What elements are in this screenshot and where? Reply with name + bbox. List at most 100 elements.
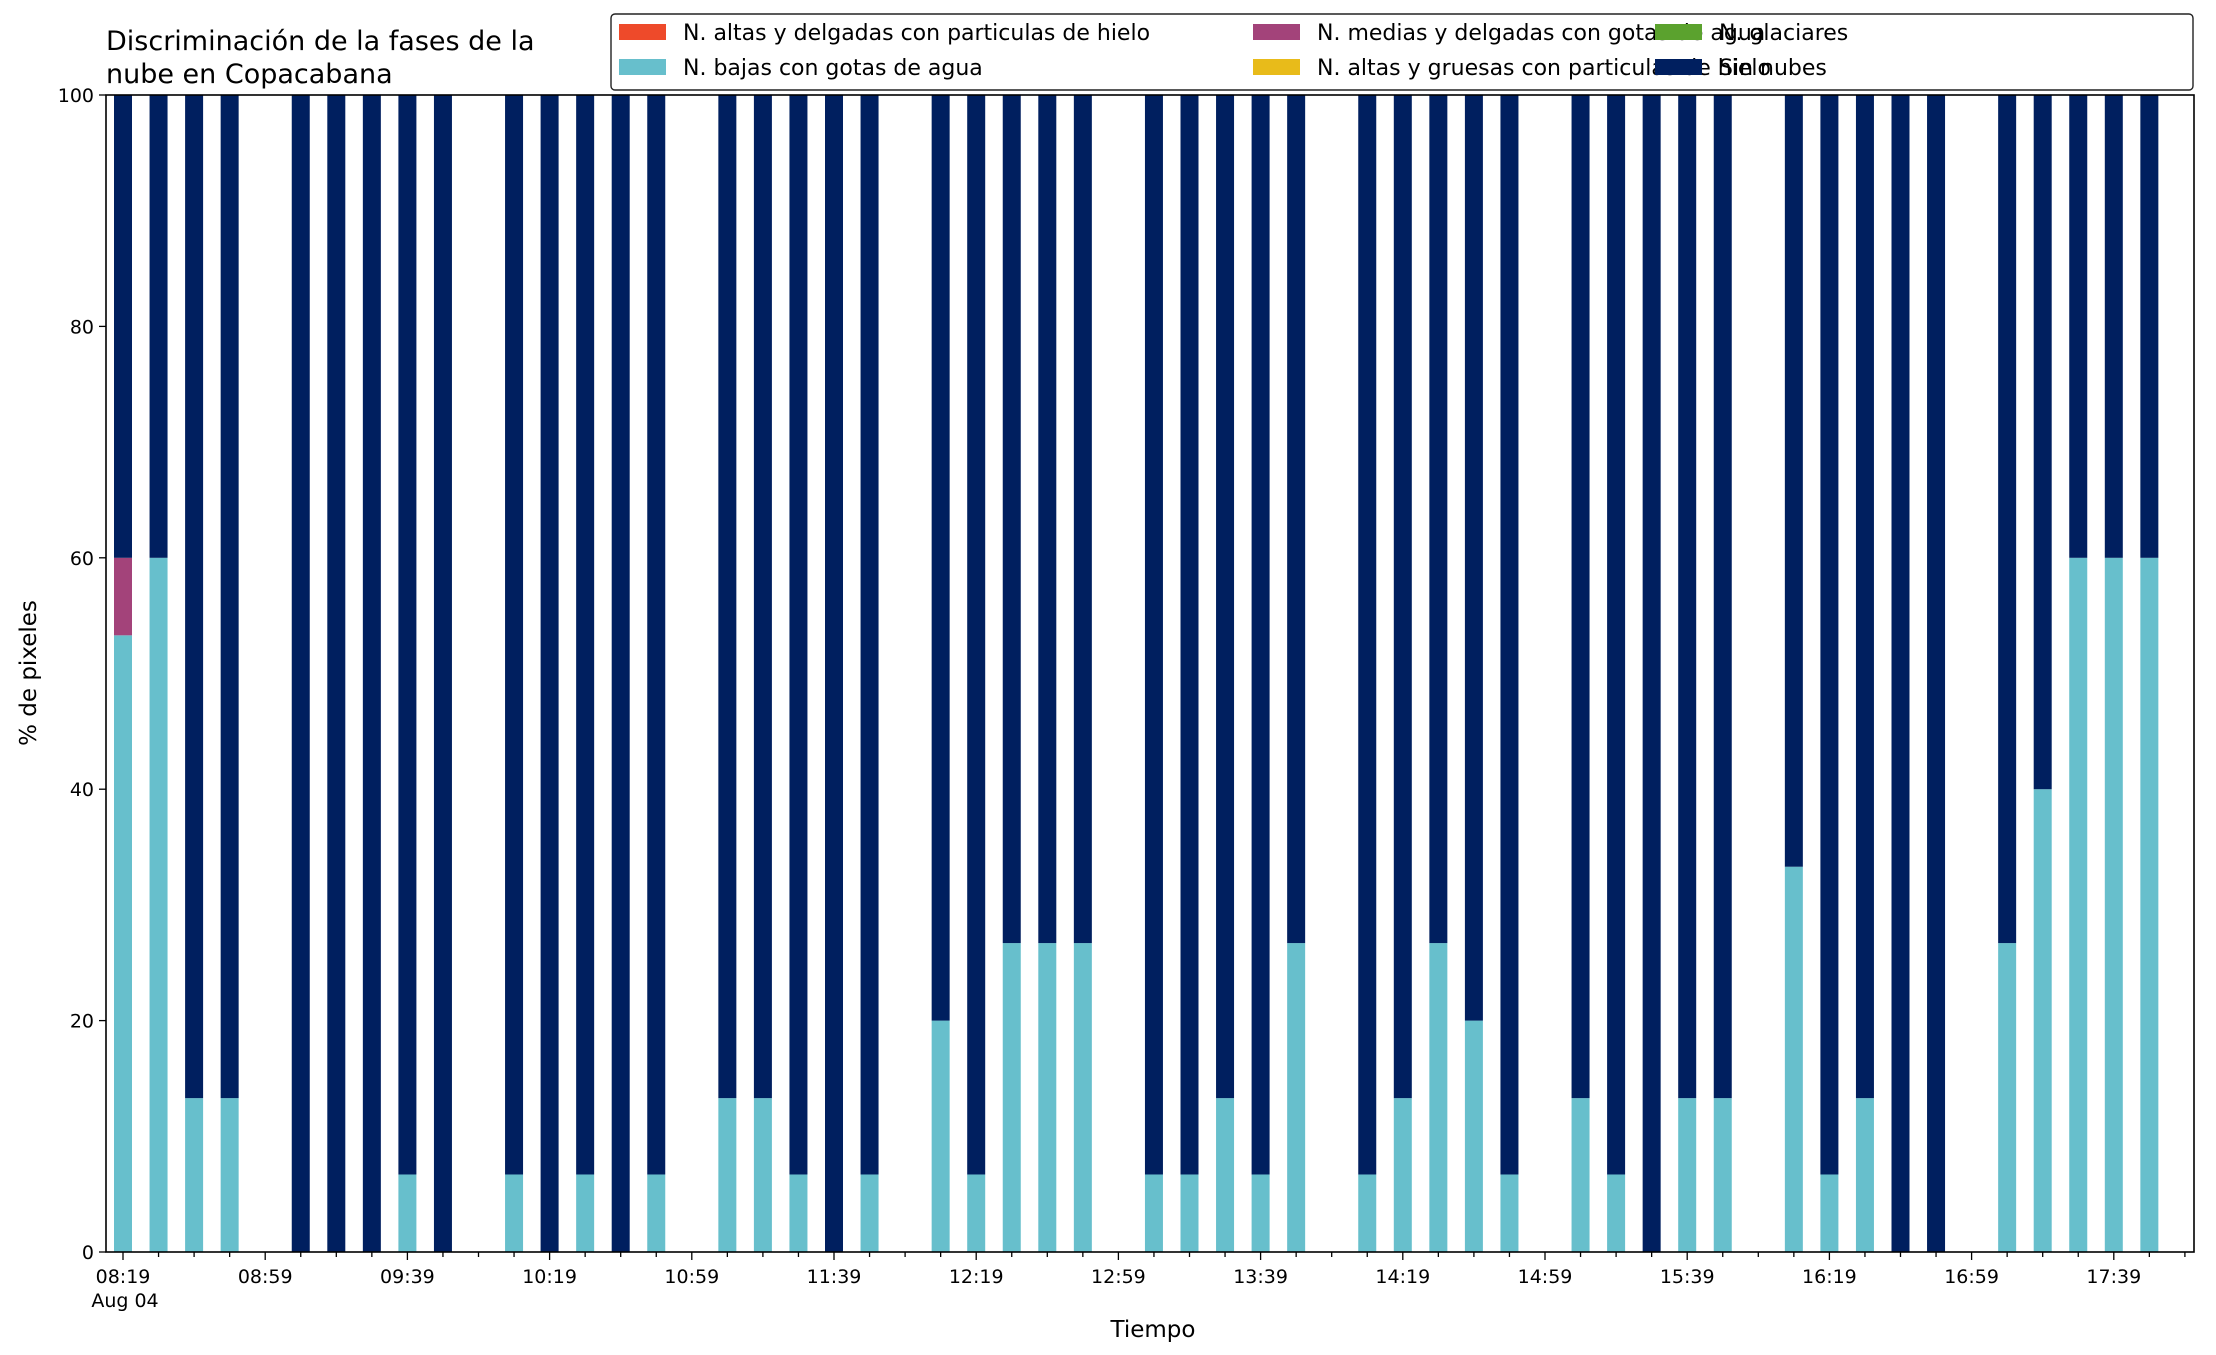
bar-segment-sin-nubes [149, 95, 168, 558]
bar-segment-sin-nubes [1180, 95, 1199, 1175]
x-axis-ticks: 08:19 08:59 09:39 10:19 10:59 11:39 12:19 12:59… [96, 1252, 2186, 1288]
bar-segment-bajas [860, 1174, 879, 1252]
x-tick-label: 10:59 [664, 1266, 719, 1288]
bar-segment-sin-nubes [1216, 95, 1235, 1099]
bar-segment-sin-nubes [1358, 95, 1377, 1175]
bars-group [114, 95, 2159, 1252]
x-tick-label: 09:39 [380, 1266, 435, 1288]
legend-label: N. altas y gruesas con particulas de hie… [1317, 56, 1771, 81]
y-tick-label: 80 [70, 316, 94, 338]
legend-swatch [1655, 24, 1702, 40]
bar-segment-sin-nubes [505, 95, 524, 1175]
bar-segment-sin-nubes [1287, 95, 1306, 944]
x-tick-label: 14:19 [1375, 1266, 1430, 1288]
bar-segment-sin-nubes [753, 95, 772, 1099]
bar-segment-bajas [1571, 1098, 1590, 1252]
bar-segment-sin-nubes [1251, 95, 1270, 1175]
x-tick-label: 10:19 [522, 1266, 577, 1288]
bar-segment-sin-nubes [1713, 95, 1732, 1099]
legend-label: N. bajas con gotas de agua [683, 56, 983, 81]
bar-segment-bajas [398, 1174, 417, 1252]
legend-frame [610, 13, 2194, 91]
bar-segment-bajas [1002, 943, 1021, 1252]
bar-segment-bajas [1713, 1098, 1732, 1252]
bar-segment-bajas [576, 1174, 595, 1252]
y-tick-label: 100 [58, 85, 94, 107]
x-tick-label: 17:39 [2086, 1266, 2141, 1288]
bar-segment-sin-nubes [967, 95, 986, 1175]
bar-segment-sin-nubes [1607, 95, 1626, 1175]
bar-segment-bajas [185, 1098, 204, 1252]
x-tick-label: 08:59 [238, 1266, 293, 1288]
bar-segment-bajas [2104, 557, 2123, 1252]
chart-title-line-1: Discriminación de la fases de la [106, 26, 535, 57]
bar-segment-bajas [2069, 557, 2088, 1252]
bar-segment-sin-nubes [1998, 95, 2017, 944]
y-axis-label: % de pixeles [16, 600, 42, 746]
bar-segment-bajas [1073, 943, 1092, 1252]
bar-segment-sin-nubes [718, 95, 737, 1099]
bar-segment-sin-nubes [1855, 95, 1874, 1099]
bar-segment-sin-nubes [860, 95, 879, 1175]
y-tick-label: 60 [70, 548, 94, 570]
bar-segment-sin-nubes [1891, 95, 1910, 1252]
legend-swatch [619, 59, 666, 75]
bar-segment-sin-nubes [1144, 95, 1163, 1175]
bar-segment-bajas [967, 1174, 986, 1252]
bar-segment-bajas [718, 1098, 737, 1252]
x-tick-label: 16:59 [1944, 1266, 1999, 1288]
bar-segment-sin-nubes [1642, 95, 1661, 1252]
x-tick-label: 13:39 [1233, 1266, 1288, 1288]
bar-segment-bajas [1998, 943, 2017, 1252]
bar-segment-sin-nubes [2033, 95, 2052, 790]
bar-segment-sin-nubes [1002, 95, 1021, 944]
bar-segment-sin-nubes [2069, 95, 2088, 558]
bar-segment-sin-nubes [220, 95, 239, 1099]
bar-segment-bajas [149, 557, 168, 1252]
legend-label: N. altas y delgadas con particulas de hi… [683, 21, 1150, 46]
x-tick-label: 11:39 [807, 1266, 862, 1288]
x-tick-label: 12:59 [1091, 1266, 1146, 1288]
bar-segment-bajas [1464, 1020, 1483, 1252]
legend-swatch [1253, 24, 1300, 40]
bar-segment-bajas [2033, 789, 2052, 1252]
x-tick-label: 16:19 [1802, 1266, 1857, 1288]
legend-label: Sin nubes [1719, 56, 1827, 81]
bar-segment-bajas [1500, 1174, 1519, 1252]
bar-segment-sin-nubes [931, 95, 950, 1021]
bar-segment-bajas [1820, 1174, 1839, 1252]
legend-swatch [1655, 59, 1702, 75]
bar-segment-sin-nubes [327, 95, 346, 1252]
bar-segment-bajas [1144, 1174, 1163, 1252]
bar-segment-bajas [1038, 943, 1057, 1252]
bar-segment-bajas [931, 1020, 950, 1252]
x-axis-label: Tiempo [1110, 1317, 1196, 1343]
bar-segment-bajas [1180, 1174, 1199, 1252]
x-tick-label: 14:59 [1518, 1266, 1573, 1288]
bar-segment-bajas [1251, 1174, 1270, 1252]
bar-segment-bajas [753, 1098, 772, 1252]
legend-label: N. glaciares [1719, 21, 1848, 46]
bar-segment-sin-nubes [611, 95, 630, 1252]
bar-segment-sin-nubes [1784, 95, 1803, 867]
legend-swatch [619, 24, 666, 40]
y-tick-label: 20 [70, 1011, 94, 1033]
bar-segment-bajas [2140, 557, 2159, 1252]
legend-swatch [1253, 59, 1300, 75]
bar-segment-sin-nubes [1500, 95, 1519, 1175]
legend: N. altas y delgadas con particulas de hi… [610, 13, 2194, 91]
bar-segment-bajas [647, 1174, 666, 1252]
bar-segment-bajas [114, 635, 132, 1252]
bar-segment-sin-nubes [2140, 95, 2159, 558]
bar-segment-sin-nubes [647, 95, 666, 1175]
bar-segment-bajas [1678, 1098, 1697, 1252]
bar-segment-sin-nubes [398, 95, 417, 1175]
chart-title-line-2: nube en Copacabana [106, 59, 393, 90]
x-tick-label: 08:19 [96, 1266, 151, 1288]
y-tick-label: 0 [82, 1242, 94, 1264]
bar-segment-sin-nubes [1429, 95, 1448, 944]
bar-segment-sin-nubes [1927, 95, 1946, 1252]
bar-segment-sin-nubes [789, 95, 808, 1175]
bar-segment-sin-nubes [2104, 95, 2123, 558]
